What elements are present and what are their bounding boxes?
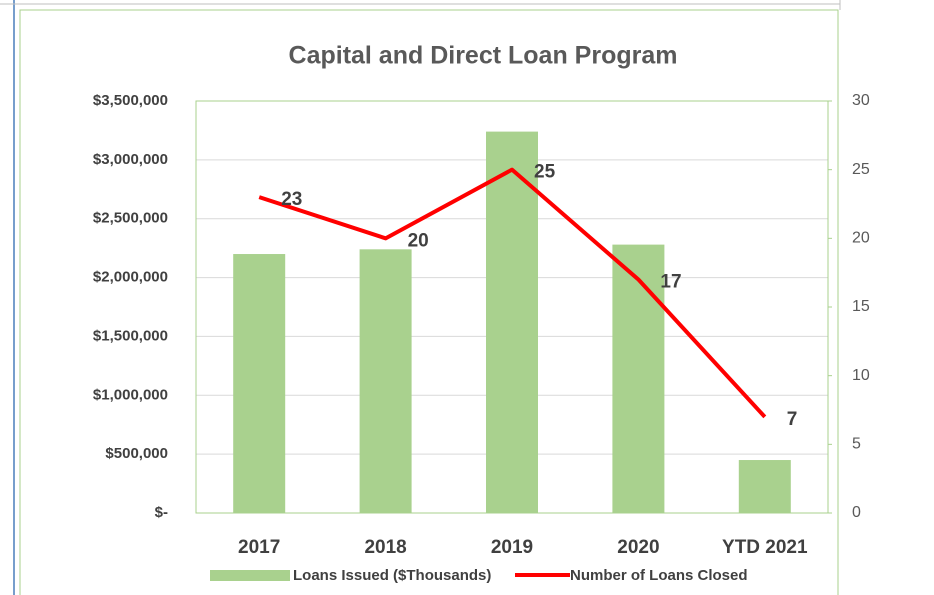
y-tick-label: $2,500,000 bbox=[93, 210, 168, 227]
x-tick-label: 2020 bbox=[617, 537, 659, 558]
y2-tick-label: 10 bbox=[852, 367, 870, 384]
y-tick-label: $1,000,000 bbox=[93, 386, 168, 403]
y2-tick-label: 30 bbox=[852, 92, 870, 109]
x-tick-label: 2017 bbox=[238, 537, 280, 558]
x-tick-label: YTD 2021 bbox=[722, 537, 808, 558]
y-tick-label: $3,000,000 bbox=[93, 151, 168, 168]
y-tick-label: $1,500,000 bbox=[93, 327, 168, 344]
x-tick-label: 2019 bbox=[491, 537, 533, 558]
y-tick-label: $3,500,000 bbox=[93, 92, 168, 109]
y2-tick-label: 5 bbox=[852, 436, 861, 453]
legend-swatch bbox=[210, 570, 290, 581]
y-tick-label: $- bbox=[155, 504, 168, 521]
x-tick-label: 2018 bbox=[364, 537, 406, 558]
legend-label: Number of Loans Closed bbox=[570, 567, 748, 584]
legend-label: Loans Issued ($Thousands) bbox=[293, 567, 491, 584]
data-label: 17 bbox=[660, 272, 681, 293]
bar bbox=[612, 244, 665, 513]
y2-tick-label: 15 bbox=[852, 298, 870, 315]
y2-tick-label: 25 bbox=[852, 161, 870, 178]
y2-tick-label: 0 bbox=[852, 504, 861, 521]
bar bbox=[486, 131, 538, 513]
chart-frame bbox=[19, 9, 839, 595]
bar bbox=[233, 254, 286, 513]
y-tick-label: $2,000,000 bbox=[93, 269, 168, 286]
chart-title: Capital and Direct Loan Program bbox=[289, 42, 678, 70]
y2-tick-label: 20 bbox=[852, 230, 870, 247]
bar bbox=[359, 249, 412, 513]
data-label: 25 bbox=[534, 162, 556, 183]
data-label: 7 bbox=[787, 409, 798, 430]
data-label: 23 bbox=[281, 189, 302, 210]
line bbox=[258, 167, 767, 419]
data-label: 20 bbox=[408, 230, 429, 251]
bar bbox=[738, 460, 791, 513]
y-tick-label: $500,000 bbox=[105, 445, 168, 462]
